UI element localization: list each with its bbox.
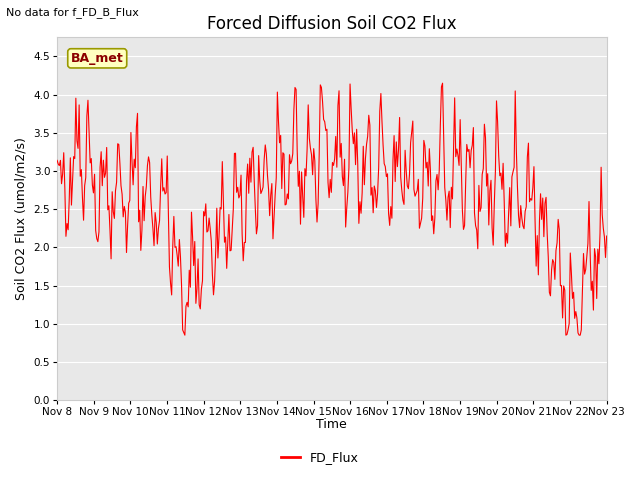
Title: Forced Diffusion Soil CO2 Flux: Forced Diffusion Soil CO2 Flux [207,15,457,33]
Legend: FD_Flux: FD_Flux [276,446,364,469]
Y-axis label: Soil CO2 Flux (umol/m2/s): Soil CO2 Flux (umol/m2/s) [15,137,28,300]
X-axis label: Time: Time [317,419,348,432]
Text: No data for f_FD_B_Flux: No data for f_FD_B_Flux [6,7,140,18]
Text: BA_met: BA_met [71,52,124,65]
